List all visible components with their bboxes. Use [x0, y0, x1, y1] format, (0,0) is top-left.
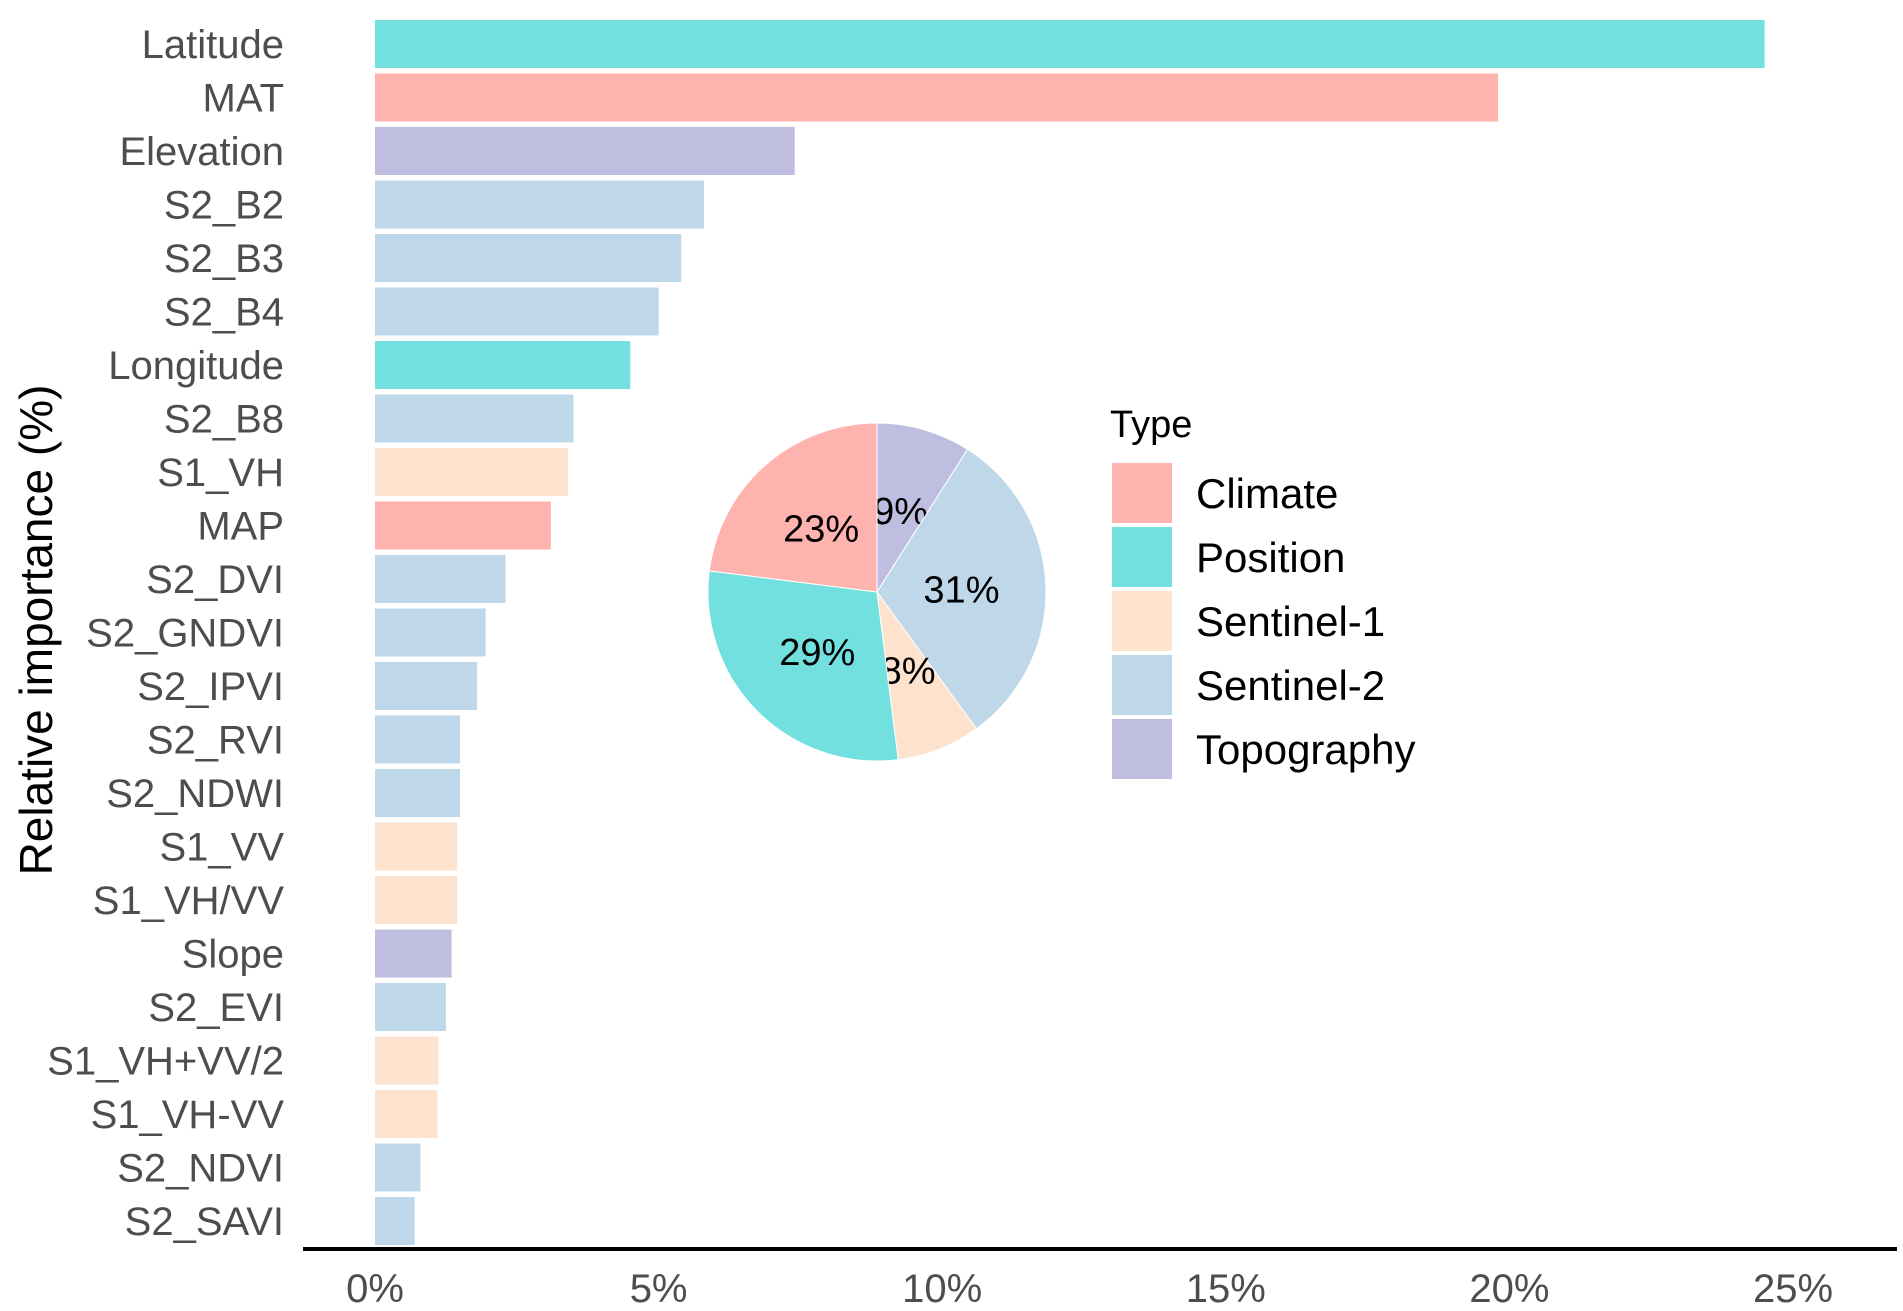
pie-label: 29%	[779, 632, 855, 674]
category-label: S2_B2	[164, 184, 284, 228]
bar-elevation	[375, 127, 795, 175]
category-label: S2_RVI	[147, 719, 284, 763]
x-tick-label: 10%	[902, 1267, 982, 1311]
bar-mat	[375, 73, 1499, 122]
legend-swatch-position	[1112, 527, 1172, 587]
bar-slope	[375, 929, 452, 978]
legend: Type Climate Position Sentinel-1 Sentinel-2…	[1110, 404, 1416, 779]
category-label: Latitude	[142, 23, 284, 67]
pie-slice-climate	[708, 422, 878, 593]
y-axis-label: Relative importance (%)	[10, 385, 62, 876]
pie-slice-position	[707, 570, 899, 762]
x-axis-ticks: 0% 5% 10% 15% 20% 25%	[346, 1267, 1833, 1311]
bar-s1-vv	[375, 822, 458, 871]
pie-slice-topography	[876, 422, 969, 594]
category-label: S1_VH-VV	[91, 1093, 285, 1137]
category-label: S2_B4	[164, 291, 284, 335]
bar-s2-b4	[375, 287, 659, 336]
x-tick-label: 15%	[1186, 1267, 1266, 1311]
bar-s2-gndvi	[375, 608, 486, 657]
x-tick-label: 20%	[1469, 1267, 1549, 1311]
category-labels: Latitude MAT Elevation S2_B2 S2_B3 S2_B4 Longi…	[47, 23, 284, 1244]
category-label: S1_VH+VV/2	[47, 1040, 284, 1084]
legend-label: Climate	[1196, 470, 1338, 517]
bar-s2-ndwi	[375, 769, 461, 817]
bar-s1-vh-vv	[375, 1090, 438, 1138]
category-label: Slope	[182, 933, 284, 977]
category-label: S1_VV	[159, 826, 284, 870]
bar-s2-b2	[375, 180, 704, 229]
category-label: S2_DVI	[146, 558, 284, 602]
category-label: S2_EVI	[148, 986, 284, 1030]
legend-swatch-climate	[1112, 463, 1172, 523]
bar-s2-ndvi	[375, 1143, 421, 1192]
bar-s1-vh	[375, 448, 568, 496]
legend-label: Topography	[1196, 726, 1416, 773]
bar-s2-b8	[375, 394, 574, 443]
bar-latitude	[375, 20, 1765, 68]
bar-s2-rvi	[375, 715, 461, 764]
legend-label: Sentinel-2	[1196, 662, 1385, 709]
category-label: S2_B3	[164, 237, 284, 281]
pie-label: 23%	[783, 509, 859, 551]
category-label: S1_VH/VV	[93, 879, 285, 923]
pie-chart: 9%31%8%29%23%	[707, 422, 1047, 762]
category-label: S1_VH	[157, 451, 284, 495]
category-label: Elevation	[119, 130, 284, 174]
pie-label: 31%	[923, 569, 999, 611]
legend-swatch-sentinel-2	[1112, 655, 1172, 715]
pie-slice-sentinel-2	[876, 448, 1047, 730]
category-label: S2_IPVI	[137, 665, 284, 709]
x-tick-label: 5%	[630, 1267, 688, 1311]
legend-label: Position	[1196, 534, 1345, 581]
x-tick-label: 25%	[1753, 1267, 1833, 1311]
legend-swatch-sentinel-1	[1112, 591, 1172, 651]
legend-title: Type	[1110, 404, 1192, 446]
legend-label: Sentinel-1	[1196, 598, 1385, 645]
bar-group	[375, 20, 1765, 1245]
bar-s2-dvi	[375, 555, 506, 603]
bar-s2-ipvi	[375, 662, 478, 710]
bar-s1-vh-vv	[375, 876, 458, 924]
category-label: S2_GNDVI	[86, 612, 284, 656]
pie-label: 8%	[881, 651, 936, 693]
bar-s2-b3	[375, 234, 682, 282]
category-label: Longitude	[108, 344, 284, 388]
bar-map	[375, 501, 551, 550]
legend-swatch-topography	[1112, 719, 1172, 779]
category-label: S2_NDVI	[117, 1147, 284, 1191]
bar-s2-evi	[375, 983, 446, 1031]
category-label: S2_B8	[164, 398, 284, 442]
category-label: S2_SAVI	[125, 1200, 284, 1244]
bar-s1-vh-vv-2	[375, 1036, 439, 1085]
category-label: MAT	[203, 77, 284, 121]
bar-longitude	[375, 341, 631, 389]
category-label: S2_NDWI	[106, 772, 284, 816]
category-label: MAP	[197, 505, 284, 549]
bar-s2-savi	[375, 1197, 415, 1245]
x-tick-label: 0%	[346, 1267, 404, 1311]
